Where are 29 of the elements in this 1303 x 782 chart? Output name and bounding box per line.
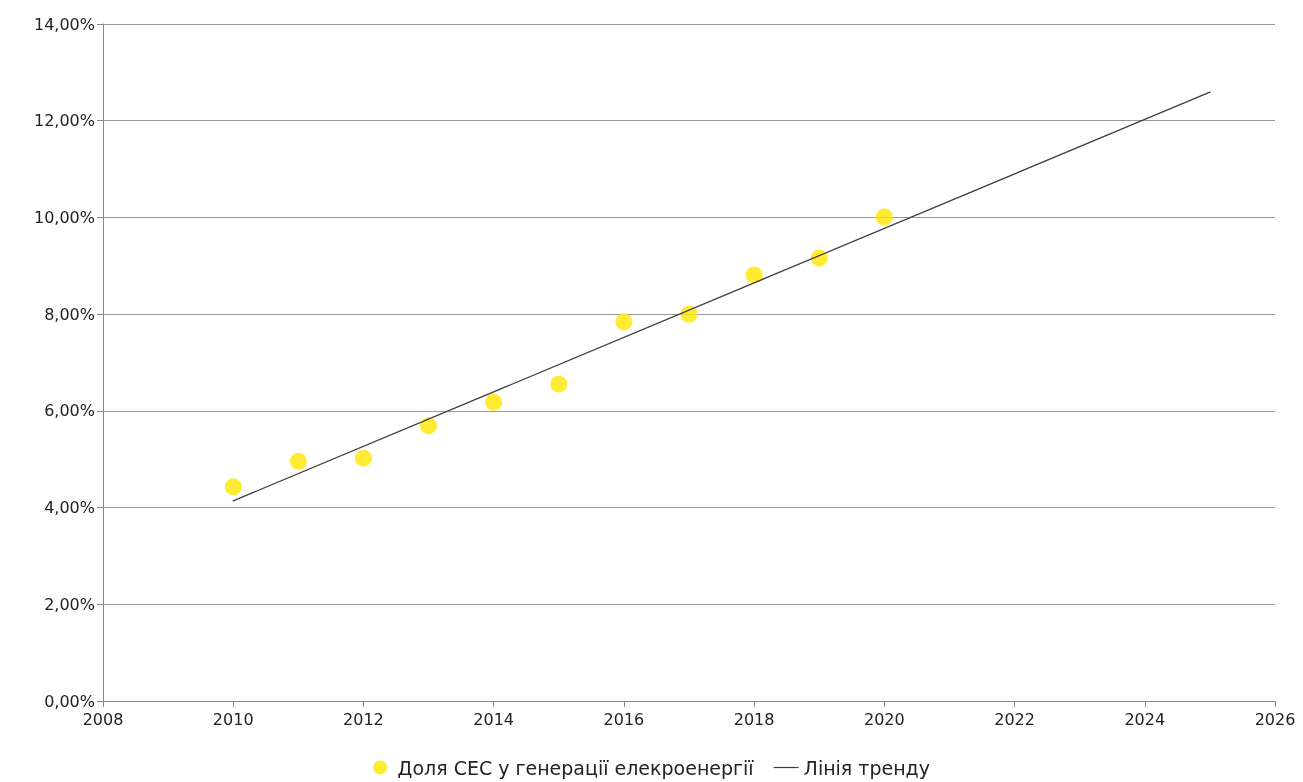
x-tick-label: 2022 — [994, 709, 1035, 729]
point — [550, 375, 568, 393]
y-tick-label: 14,00% — [33, 14, 95, 34]
y-tick-label: 6,00% — [44, 401, 95, 421]
x-tick-label: 2010 — [212, 709, 254, 729]
point — [745, 266, 763, 284]
x-tick-label: 2012 — [343, 709, 384, 729]
x-tick-label: 2020 — [863, 709, 905, 729]
point — [289, 452, 307, 470]
x-tick-label: 2008 — [82, 709, 124, 729]
y-tick-label: 2,00% — [44, 594, 95, 614]
point — [420, 417, 438, 435]
y-tick-label: 4,00% — [44, 498, 95, 518]
point — [875, 208, 893, 226]
x-tick-label: 2024 — [1124, 709, 1166, 729]
legend-label: Лінія тренду — [803, 756, 930, 779]
x-tick-label: 2018 — [733, 709, 775, 729]
y-tick-label: 8,00% — [44, 304, 95, 324]
x-tick-label: 2016 — [603, 709, 645, 729]
point — [485, 393, 503, 411]
y-tick-label: 12,00% — [33, 111, 95, 131]
y-tick-label: 10,00% — [33, 207, 95, 227]
y-tick-label: 0,00% — [44, 691, 95, 711]
point — [354, 449, 372, 467]
x-tick-label: 2014 — [473, 709, 515, 729]
legend-label: Доля СЕС у генерації елекроенергії — [397, 756, 755, 779]
x-tick-label: 2026 — [1254, 709, 1296, 729]
point — [615, 313, 633, 331]
point — [224, 478, 242, 496]
